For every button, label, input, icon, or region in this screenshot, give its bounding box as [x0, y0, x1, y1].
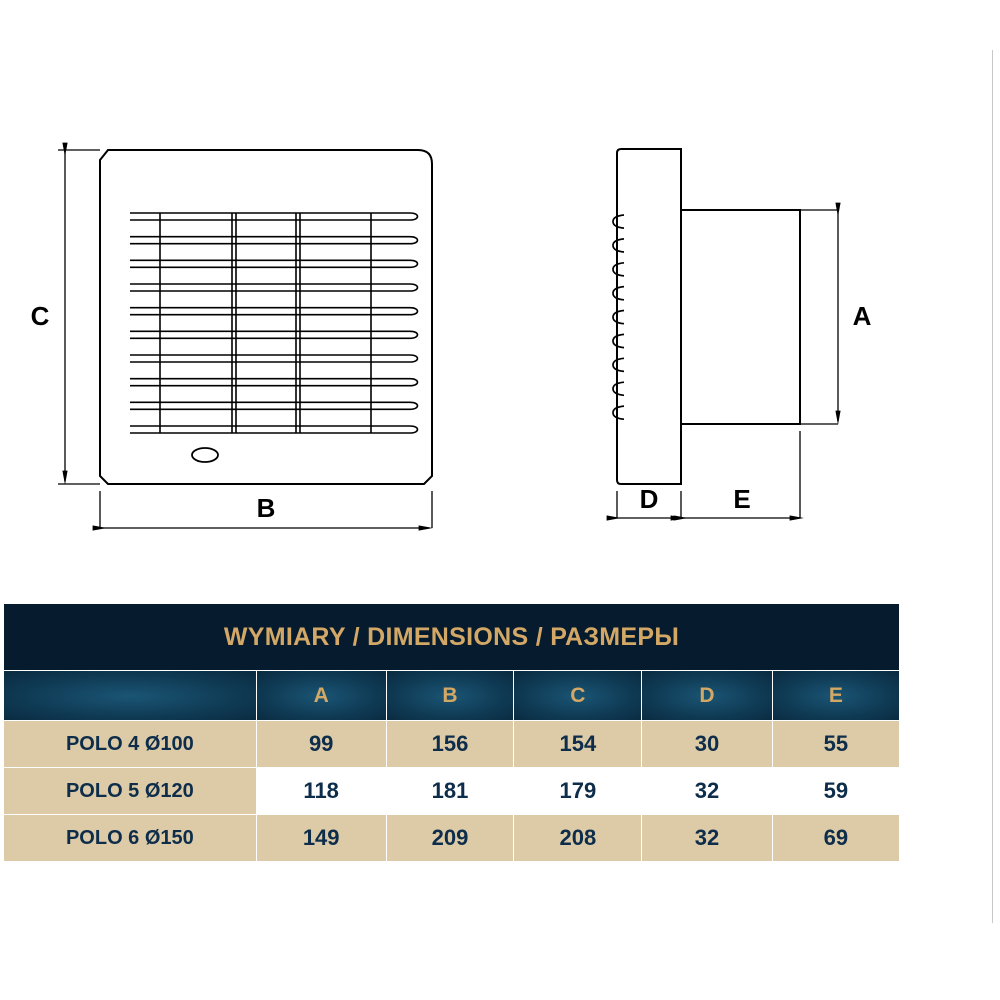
- svg-text:B: B: [257, 493, 276, 523]
- svg-text:D: D: [640, 484, 659, 514]
- svg-text:E: E: [733, 484, 750, 514]
- svg-text:C: C: [31, 301, 50, 331]
- svg-text:A: A: [853, 301, 872, 331]
